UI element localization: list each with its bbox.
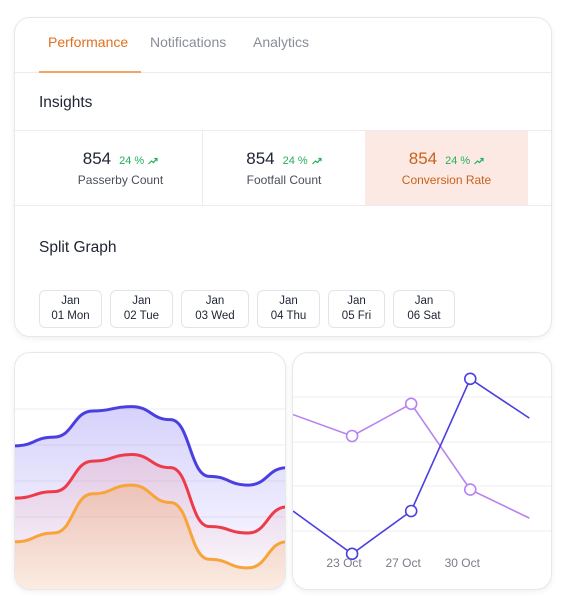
- line-point: [345, 429, 359, 443]
- stat-label: Passerby Count: [77, 173, 164, 187]
- stat-change-text: 24 %: [282, 155, 308, 167]
- stat-value: 854: [408, 149, 438, 168]
- stat-change: 24 %: [119, 155, 158, 167]
- stat-change-text: 24 %: [119, 155, 145, 167]
- stat-change-text: 24 %: [445, 155, 471, 167]
- area-chart: [15, 405, 285, 589]
- day-label: 04 Thu: [270, 310, 307, 322]
- tab-analytics[interactable]: Analytics: [253, 34, 310, 50]
- stat-conversion-rate[interactable]: 854 24 % Conversion Rate: [365, 131, 528, 205]
- line-series-1: [293, 402, 530, 519]
- area-line-1: [15, 405, 285, 487]
- area-chart-card: [14, 352, 286, 590]
- stat-value: 854: [82, 149, 112, 168]
- line-point: [463, 483, 477, 496]
- area-line-3: [15, 483, 285, 570]
- line-point: [345, 547, 359, 561]
- line-point: [404, 504, 418, 518]
- day-month: Jan: [279, 295, 298, 307]
- day-chip-04[interactable]: Jan 04 Thu: [257, 290, 320, 328]
- insights-heading: Insights: [39, 94, 93, 111]
- day-label: 03 Wed: [195, 310, 235, 322]
- trend-up-icon: [311, 157, 322, 165]
- day-label: 05 Fri: [341, 310, 372, 322]
- tab-performance[interactable]: Performance: [48, 34, 129, 50]
- trend-up-icon: [148, 157, 158, 165]
- day-month: Jan: [414, 295, 434, 307]
- day-label: 02 Tue: [123, 310, 160, 322]
- line-chart: 23 Oct 27 Oct 30 Oct: [293, 353, 551, 570]
- line-point: [463, 372, 477, 386]
- day-chip-02[interactable]: Jan 02 Tue: [110, 290, 173, 328]
- line-chart-card: 23 Oct 27 Oct 30 Oct: [292, 352, 552, 590]
- x-tick-label: 23 Oct: [326, 556, 362, 570]
- stat-change: 24 %: [283, 155, 322, 167]
- tab-notifications[interactable]: Notifications: [150, 34, 227, 50]
- split-graph-heading: Split Graph: [39, 239, 117, 256]
- active-tab-indicator: [39, 71, 141, 73]
- day-month: Jan: [132, 295, 151, 307]
- stat-footfall-count[interactable]: 854 24 % Footfall Count: [202, 131, 365, 205]
- x-tick-label: 30 Oct: [445, 556, 481, 570]
- x-tick-label: 27 Oct: [386, 556, 422, 570]
- stat-label: Conversion Rate: [401, 173, 492, 187]
- area-fill-3: [15, 485, 285, 589]
- day-chip-03[interactable]: Jan 03 Wed: [181, 290, 249, 328]
- performance-card: Performance Notifications Analytics Insi…: [14, 17, 552, 337]
- stat-passerby-count[interactable]: 854 24 % Passerby Count: [39, 131, 202, 205]
- stats-row: 854 24 % Passerby Count 854 24 %: [15, 130, 551, 206]
- day-label: 01 Mon: [51, 310, 90, 322]
- day-chip-06[interactable]: Jan 06 Sat: [393, 290, 455, 328]
- day-chip-05[interactable]: Jan 05 Fri: [328, 290, 385, 328]
- stat-label: Footfall Count: [246, 173, 322, 187]
- day-label: 06 Sat: [407, 310, 441, 322]
- day-chip-01[interactable]: Jan 01 Mon: [39, 290, 102, 328]
- trend-up-icon: [474, 157, 484, 165]
- area-line-2: [15, 453, 285, 535]
- stat-value: 854: [246, 149, 275, 168]
- stat-change: 24 %: [445, 155, 484, 167]
- day-month: Jan: [347, 295, 366, 307]
- tab-bar: Performance Notifications Analytics: [15, 18, 551, 73]
- day-month: Jan: [205, 295, 225, 307]
- line-point: [404, 397, 418, 411]
- day-month: Jan: [61, 295, 80, 307]
